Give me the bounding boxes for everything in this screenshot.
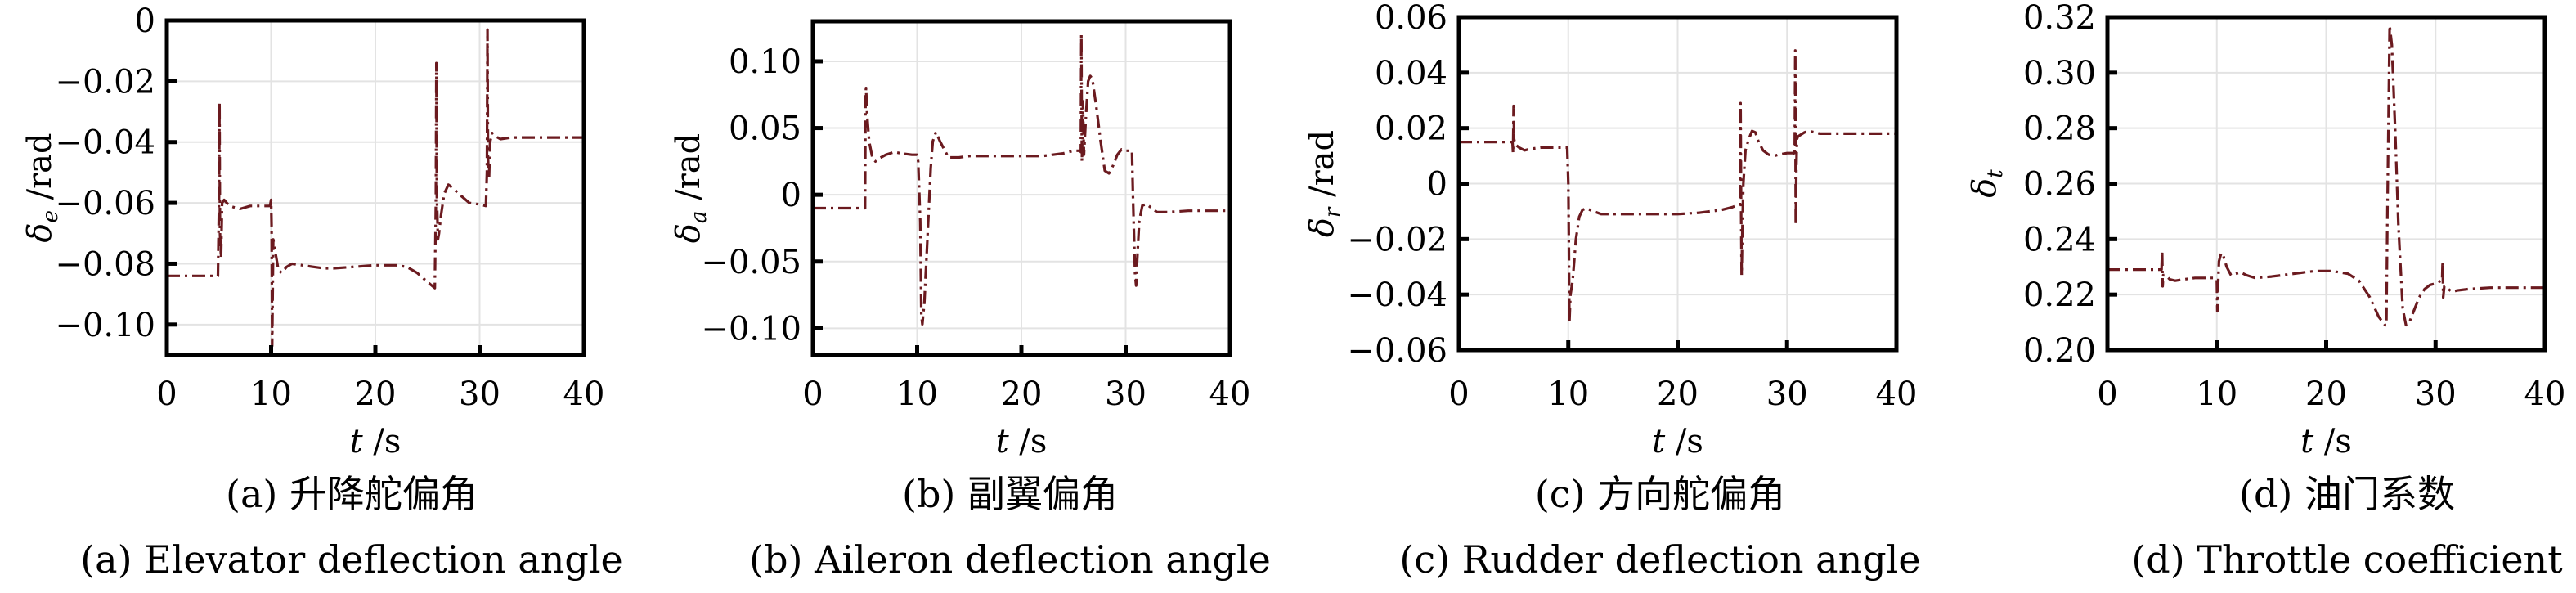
ticks	[1459, 70, 1789, 350]
y-tick-label: 0	[1427, 166, 1447, 204]
x-tick-label: 0	[802, 375, 823, 413]
x-tick-label: 40	[1876, 375, 1918, 413]
y-tick-label: 0.06	[1375, 0, 1447, 37]
y-tick-label: 0.30	[2023, 55, 2096, 92]
series-line-a	[167, 28, 584, 348]
y-axis-label: δr /rad	[1304, 130, 1345, 237]
panel-rudder: 0 10 20 30 40 0.06 0.04 0.02 0 −0.02 −0.04 −0.06 t /…	[1304, 0, 1921, 582]
grid	[2107, 17, 2545, 350]
caption-cn: (c) 方向舵偏角	[1535, 472, 1785, 516]
x-tick-label: 0	[1448, 375, 1469, 413]
x-tick-label: 10	[896, 375, 938, 413]
y-tick-label: 0.10	[729, 43, 801, 81]
panel-elevator: 0 10 20 30 40 0 −0.02 −0.04 −0.06 −0.08 −0.10 t /s δ…	[21, 2, 623, 582]
x-tick-label: 10	[1547, 375, 1589, 413]
y-axis-label: δa /rad	[670, 133, 711, 243]
y-tick-label: 0.26	[2023, 166, 2096, 204]
x-axis-label: t /s	[996, 423, 1048, 460]
x-tick-label: 0	[2097, 375, 2117, 413]
grid	[813, 21, 1230, 355]
y-tick-label: −0.10	[701, 310, 801, 348]
y-tick-label: 0.05	[729, 110, 801, 148]
caption-cn: (b) 副翼偏角	[902, 472, 1118, 516]
grid	[1459, 17, 1896, 350]
y-tick-label: 0.04	[1375, 55, 1447, 92]
y-tick-label: −0.10	[55, 307, 155, 344]
axes-frame	[810, 19, 1232, 357]
panel-throttle: 0 10 20 30 40 0.32 0.30 0.28 0.26 0.24 0.22 0.20 t /…	[1966, 0, 2565, 582]
y-tick-label: −0.06	[1347, 332, 1447, 370]
ticks	[813, 59, 1128, 355]
x-tick-label: 30	[1766, 375, 1808, 413]
x-tick-label: 40	[563, 375, 605, 413]
x-tick-label: 20	[1001, 375, 1043, 413]
x-tick-label: 40	[2524, 375, 2566, 413]
x-tick-label: 20	[2305, 375, 2347, 413]
y-tick-label: 0.02	[1375, 110, 1447, 148]
y-tick-label: 0	[135, 2, 155, 40]
series-line-c	[1459, 49, 1896, 324]
caption-en: (a) Elevator deflection angle	[80, 537, 623, 582]
x-tick-label: 0	[156, 375, 177, 413]
caption-cn: (d) 油门系数	[2239, 472, 2455, 516]
y-tick-label: 0.22	[2023, 276, 2096, 314]
caption-en: (c) Rudder deflection angle	[1399, 537, 1920, 582]
y-axis-label: δt	[1966, 169, 2008, 198]
y-tick-label: 0.20	[2023, 332, 2096, 370]
y-tick-label: −0.02	[1347, 221, 1447, 258]
series-line-b	[813, 33, 1230, 326]
x-axis-label: t /s	[350, 423, 402, 460]
grid	[167, 20, 584, 355]
caption-cn: (a) 升降舵偏角	[226, 472, 478, 516]
x-tick-label: 30	[459, 375, 500, 413]
y-tick-label: −0.06	[55, 185, 155, 222]
caption-en: (b) Aileron deflection angle	[749, 537, 1271, 582]
axes-frame	[1456, 15, 1899, 353]
x-tick-label: 30	[2415, 375, 2457, 413]
x-tick-label: 30	[1105, 375, 1147, 413]
y-tick-label: −0.08	[55, 245, 155, 283]
axes-frame	[164, 18, 586, 357]
x-axis-label: t /s	[2300, 423, 2352, 460]
x-tick-label: 20	[355, 375, 397, 413]
x-tick-label: 10	[2196, 375, 2237, 413]
x-tick-label: 20	[1657, 375, 1699, 413]
y-tick-label: −0.02	[55, 63, 155, 101]
y-tick-label: 0.32	[2023, 0, 2096, 37]
ticks	[167, 79, 482, 355]
y-tick-label: −0.05	[701, 244, 801, 281]
y-tick-label: 0	[781, 177, 801, 214]
y-axis-label: δe /rad	[21, 133, 63, 242]
x-tick-label: 40	[1209, 375, 1251, 413]
axes-frame	[2105, 15, 2547, 353]
series-line-d	[2107, 24, 2545, 327]
panel-aileron: 0 10 20 30 40 0.10 0.05 0 −0.05 −0.10 t /s δa /rad (…	[670, 19, 1271, 582]
y-tick-label: 0.24	[2023, 221, 2096, 258]
x-axis-label: t /s	[1652, 423, 1703, 460]
caption-en: (d) Throttle coefficient	[2131, 537, 2563, 582]
x-tick-label: 10	[250, 375, 292, 413]
y-tick-label: −0.04	[1347, 276, 1447, 314]
y-tick-label: 0.28	[2023, 110, 2096, 148]
y-tick-label: −0.04	[55, 124, 155, 162]
